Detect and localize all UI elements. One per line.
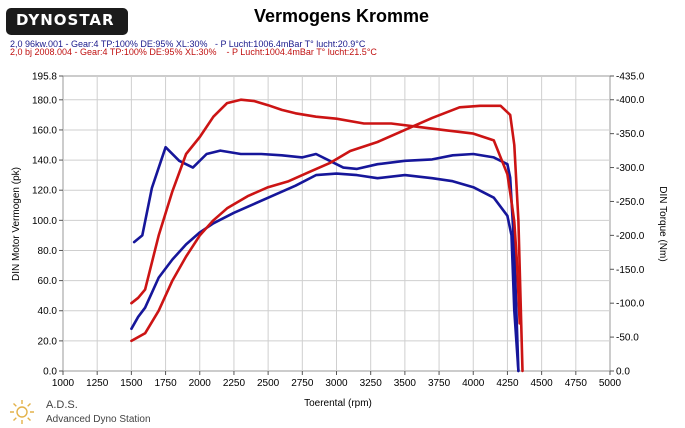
x-tick-label: 1250 — [86, 378, 109, 389]
y-tick-label: 180.0 — [32, 95, 57, 106]
x-tick-label: 4000 — [462, 378, 485, 389]
y2-tick-label: -100.0 — [616, 299, 645, 310]
grid — [63, 76, 610, 371]
chart-title: Vermogens Kromme — [253, 6, 430, 26]
y-tick-label: 0.0 — [43, 367, 57, 378]
y-axis-ticks: 0.0 20.0 40.0 60.0 80.0 100.0 120.0 140.0 160.0 1… — [32, 72, 63, 378]
x-tick-label: 2750 — [291, 378, 314, 389]
y-tick-label: 80.0 — [38, 246, 58, 257]
x-tick-label: 4750 — [565, 378, 588, 389]
logo-text: DYNOSTAR — [16, 11, 115, 29]
x-tick-label: 5000 — [599, 378, 622, 389]
y2-axis-ticks: 0.0 -50.0 -100.0 -150.0 -200.0 -250.0 -300.0 -3… — [610, 72, 645, 378]
y-tick-label: 195.8 — [32, 72, 57, 83]
y2-tick-label: -350.0 — [616, 129, 645, 140]
x-tick-label: 3750 — [428, 378, 451, 389]
x-tick-label: 3500 — [394, 378, 417, 389]
footer-title: A.D.S. — [46, 399, 78, 411]
series-line-power-blue — [130, 172, 520, 373]
x-tick-label: 2000 — [189, 378, 212, 389]
x-tick-label: 2250 — [223, 378, 246, 389]
dynostar-logo: DYNOSTAR — [6, 8, 128, 35]
x-axis-label: Toerental (rpm) — [304, 398, 372, 409]
series-line-torque-blue — [132, 145, 520, 373]
y-tick-label: 40.0 — [38, 306, 58, 317]
series-line-power-red — [130, 104, 524, 373]
y-tick-label: 160.0 — [32, 125, 57, 136]
run-legend-1: 2,0 96kw.001 - Gear:4 TP:100% DE:95% XL:… — [10, 39, 366, 49]
y2-tick-label: -150.0 — [616, 265, 645, 276]
y-tick-label: 100.0 — [32, 216, 57, 227]
x-axis-ticks: 1000 1250 1500 1750 2000 2250 2500 2750 3000 3250… — [52, 371, 622, 389]
y-tick-label: 60.0 — [38, 276, 58, 287]
x-tick-label: 1750 — [154, 378, 177, 389]
x-tick-label: 4250 — [496, 378, 519, 389]
y2-tick-label: -50.0 — [616, 333, 639, 344]
x-tick-label: 2500 — [257, 378, 280, 389]
x-tick-label: 1000 — [52, 378, 75, 389]
x-tick-label: 3000 — [325, 378, 348, 389]
y-tick-label: 20.0 — [38, 336, 58, 347]
y2-tick-label: 0.0 — [616, 367, 630, 378]
series-line-torque-red — [130, 98, 522, 325]
y-tick-label: 120.0 — [32, 186, 57, 197]
y2-tick-label: -200.0 — [616, 231, 645, 242]
y2-tick-label: -435.0 — [616, 72, 645, 83]
footer-subtitle: Advanced Dyno Station — [46, 414, 151, 425]
y-tick-label: 140.0 — [32, 156, 57, 167]
y2-tick-label: -300.0 — [616, 163, 645, 174]
series-layer — [130, 98, 524, 373]
x-tick-label: 1500 — [120, 378, 143, 389]
y-axis-label: DIN Motor Vermogen (pk) — [11, 167, 22, 281]
x-tick-label: 4500 — [531, 378, 554, 389]
x-tick-label: 3250 — [360, 378, 383, 389]
run-legend-2: 2,0 bj 2008.004 - Gear:4 TP:100% DE:95% … — [10, 47, 377, 57]
y2-tick-label: -400.0 — [616, 95, 645, 106]
y2-tick-label: -250.0 — [616, 197, 645, 208]
y2-axis-label: DIN Torque (Nm) — [657, 186, 668, 261]
ads-sun-logo — [10, 400, 34, 424]
